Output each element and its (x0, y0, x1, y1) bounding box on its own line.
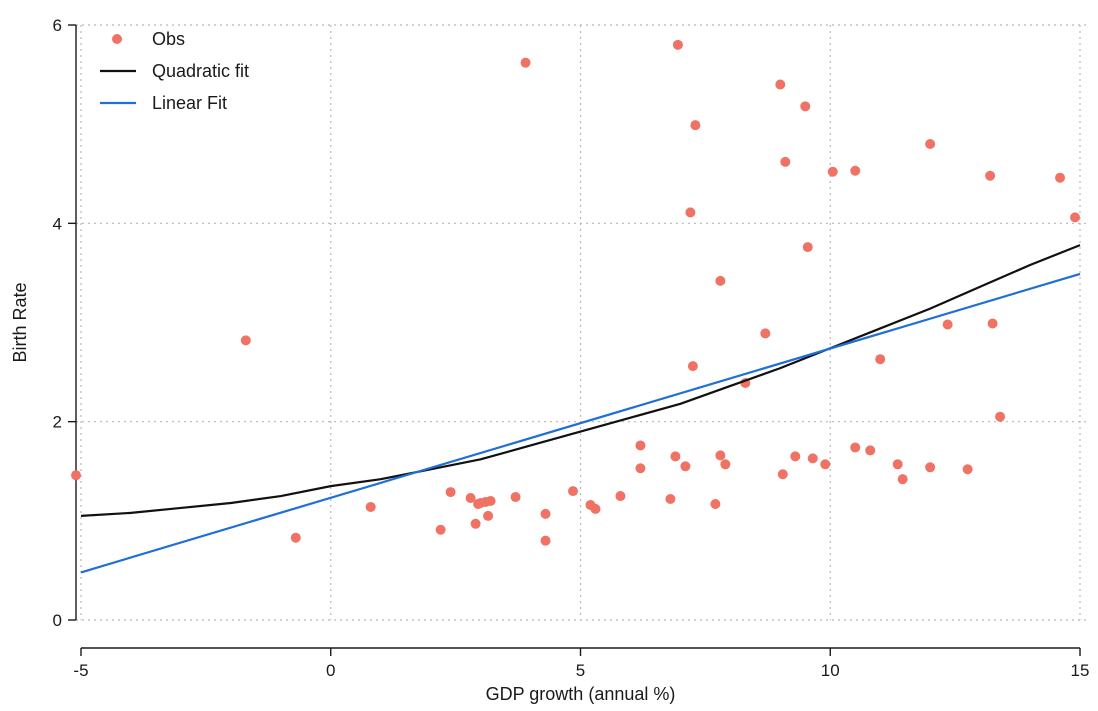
data-point (925, 139, 936, 149)
y-tick-label: 4 (53, 214, 62, 233)
data-point (445, 487, 456, 498)
legend-label: Quadratic fit (152, 61, 249, 81)
legend-label: Linear Fit (152, 93, 227, 113)
data-point (715, 275, 726, 286)
data-point (790, 451, 801, 462)
data-point (680, 461, 691, 472)
data-point (635, 440, 646, 451)
data-point (985, 170, 996, 181)
data-point (672, 39, 683, 50)
data-point (1055, 172, 1066, 183)
data-point (240, 335, 251, 346)
data-point (760, 328, 771, 339)
plot-area (71, 39, 1081, 574)
data-point (827, 166, 838, 177)
data-point (987, 318, 998, 329)
data-point (925, 462, 936, 473)
x-axis-title: GDP growth (annual %) (486, 684, 676, 704)
x-tick-label: -5 (73, 661, 88, 680)
data-point (520, 57, 531, 68)
data-point (690, 120, 701, 131)
data-point (962, 464, 973, 475)
data-point (290, 532, 301, 543)
data-point (685, 207, 696, 218)
y-tick-label: 2 (53, 413, 62, 432)
x-tick-label: 10 (821, 661, 840, 680)
data-point (710, 498, 721, 509)
data-point (1070, 212, 1081, 223)
y-tick-label: 0 (53, 611, 62, 630)
data-point (850, 442, 861, 453)
x-tick-label: 0 (326, 661, 335, 680)
data-point (483, 510, 494, 521)
grid (76, 24, 1090, 621)
y-tick-label: 6 (53, 16, 62, 35)
data-point (510, 492, 521, 503)
data-point (485, 496, 496, 506)
data-point (615, 491, 626, 502)
data-point (665, 494, 676, 505)
data-point (715, 450, 726, 461)
data-point (942, 319, 953, 330)
data-point (687, 361, 698, 372)
data-point (875, 354, 886, 365)
data-point (820, 459, 831, 470)
data-point (775, 79, 786, 90)
axes: 0 2 4 6 -5 0 5 10 15 (53, 16, 1090, 680)
legend: Obs Quadratic fit Linear Fit (100, 29, 249, 113)
data-point (995, 411, 1006, 422)
data-point (807, 453, 818, 464)
data-point (465, 493, 476, 504)
data-point (897, 474, 908, 485)
data-point (670, 451, 681, 462)
data-point (800, 101, 811, 112)
data-point (777, 469, 788, 480)
data-point (540, 535, 551, 546)
data-point (892, 459, 903, 470)
data-point (850, 165, 861, 176)
quadratic-fit-line (80, 244, 1081, 517)
y-axis-title: Birth Rate (10, 282, 30, 362)
data-point (365, 501, 376, 512)
data-point (435, 524, 446, 535)
data-point (635, 463, 646, 474)
legend-label: Obs (152, 29, 185, 49)
x-tick-label: 15 (1071, 661, 1090, 680)
data-point (780, 156, 791, 167)
data-point (71, 470, 81, 481)
data-point (470, 518, 481, 529)
legend-swatch-obs (112, 34, 122, 44)
data-point (568, 486, 579, 497)
data-point (865, 445, 876, 456)
data-point (802, 242, 813, 253)
data-point (720, 459, 731, 470)
data-point (540, 508, 551, 519)
linear-fit-line (80, 272, 1081, 574)
data-point (590, 503, 601, 514)
obs-series (71, 39, 1081, 546)
x-tick-label: 5 (576, 661, 585, 680)
